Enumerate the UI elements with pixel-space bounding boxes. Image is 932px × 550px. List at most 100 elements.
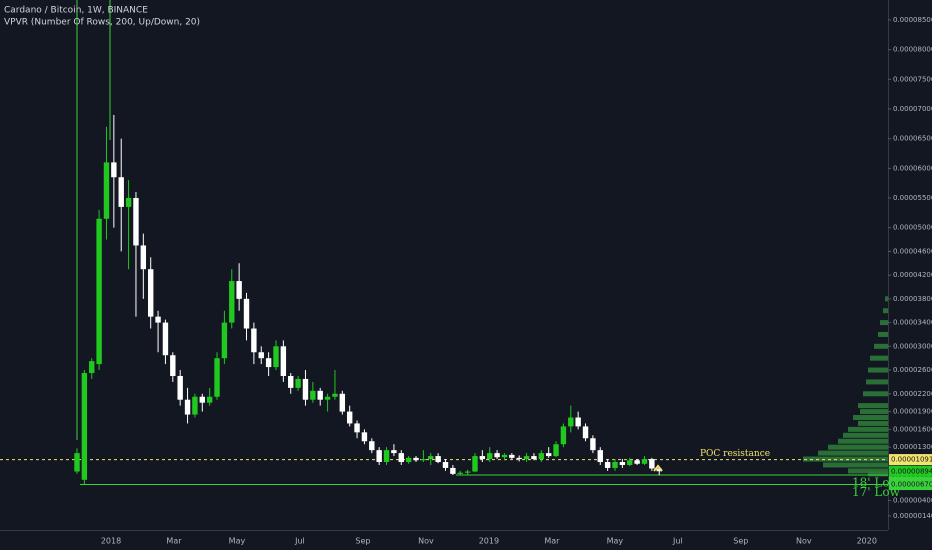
y-tick-label: 0.00006500 — [893, 135, 932, 143]
profile-bar — [880, 320, 888, 326]
candle-body — [324, 396, 331, 400]
x-tick-label: Jul — [672, 537, 683, 546]
y-tick-label: 0.00003000 — [893, 342, 932, 350]
candle-body — [479, 456, 486, 460]
candle-body — [317, 390, 323, 400]
y-tick-label: 0.00004600 — [893, 247, 932, 255]
candle-body — [634, 460, 640, 464]
y-tick-label: 0.00001900 — [893, 408, 932, 416]
y-tick-label: 0.00003800 — [893, 295, 932, 303]
candle-body — [656, 468, 662, 472]
candle-body — [236, 281, 242, 299]
candle-body — [405, 457, 412, 463]
y-tick-label: 0.00000400 — [893, 497, 932, 505]
candle-body — [361, 432, 368, 442]
candle-body — [199, 396, 205, 403]
profile-bar — [870, 355, 888, 361]
candle-body — [273, 346, 279, 368]
candle-body — [221, 322, 228, 359]
candle-body — [310, 390, 316, 400]
candle-body — [155, 316, 161, 323]
candle-body — [612, 462, 618, 468]
candle-body — [428, 456, 434, 460]
y-tick-label: 0.00005000 — [893, 224, 932, 232]
candle-body — [464, 471, 471, 473]
y-tick-label: 0.00000140 — [893, 512, 932, 520]
profile-bar — [803, 456, 888, 462]
level-text: 17' Low — [852, 485, 901, 499]
profile-bar — [883, 308, 888, 314]
y-tick-label: 0.00007000 — [893, 105, 932, 113]
level-text: POC resistance — [700, 449, 770, 459]
candle-body — [376, 450, 382, 463]
candle-body — [184, 399, 191, 415]
candle-body — [383, 450, 390, 463]
candle-body — [597, 450, 603, 463]
candle-body — [516, 457, 522, 460]
y-tick-label: 0.00002600 — [893, 366, 932, 374]
candle-body — [472, 456, 478, 472]
candle-body — [641, 459, 648, 464]
candle-body — [206, 396, 213, 403]
price-label-box — [889, 479, 932, 491]
y-tick-label: 0.00004200 — [893, 271, 932, 279]
candle-body — [420, 459, 427, 461]
profile-bar — [874, 343, 888, 349]
candle-body — [111, 162, 117, 178]
candle-body — [398, 453, 404, 463]
profile-bar — [858, 403, 888, 409]
candle-body — [575, 417, 581, 427]
x-tick-label: Nov — [796, 537, 812, 546]
candle-body — [523, 456, 530, 460]
candle-body — [148, 269, 154, 317]
profile-bar — [858, 420, 888, 426]
x-tick-label: Sep — [733, 537, 748, 546]
candle-body — [627, 460, 633, 465]
candle-body — [170, 355, 176, 376]
caret-marker — [653, 464, 663, 472]
price-label-box — [889, 454, 932, 466]
candle-body — [192, 396, 198, 415]
x-tick-label: 2019 — [479, 537, 499, 546]
x-tick-label: Nov — [418, 537, 434, 546]
profile-bar — [848, 426, 888, 432]
candle-body — [339, 393, 346, 412]
profile-bar — [863, 391, 888, 397]
level-text: 18' Low — [852, 476, 901, 490]
profile-bar — [838, 438, 888, 444]
candle-body — [177, 375, 183, 400]
profile-bar — [843, 432, 888, 438]
candle-body — [457, 472, 463, 474]
profile-bar — [823, 462, 888, 468]
y-tick-label: 0.00007500 — [893, 75, 932, 83]
profile-bar — [848, 468, 888, 474]
x-tick-label: Jul — [294, 537, 305, 546]
x-tick-label: May — [607, 537, 624, 546]
candle-body — [288, 375, 294, 388]
y-tick-label: 0.00008500 — [893, 16, 932, 24]
x-tick-label: 2018 — [101, 537, 121, 546]
candle-body — [295, 378, 301, 388]
candle-body — [265, 358, 272, 368]
last-price-box — [889, 465, 932, 477]
candle-body — [531, 456, 537, 460]
indicator-label: VPVR (Number Of Rows, 200, Up/Down, 20) — [4, 18, 200, 28]
candle-body — [133, 197, 139, 246]
x-tick-label: Mar — [166, 537, 182, 546]
candle-body — [568, 417, 574, 427]
candle-body — [501, 454, 508, 458]
candle-body — [354, 423, 360, 433]
candle-body — [509, 454, 515, 458]
candle-body — [538, 453, 545, 460]
candle-body — [103, 162, 110, 219]
candle-body — [619, 462, 626, 465]
candle-body — [545, 453, 552, 457]
price-label: 0.00000670 — [891, 481, 932, 489]
candle-body — [391, 450, 397, 454]
y-tick-label: 0.00003400 — [893, 319, 932, 327]
candle-body — [487, 453, 493, 460]
y-tick-label: 0.00001600 — [893, 425, 932, 433]
profile-bar — [866, 379, 888, 385]
